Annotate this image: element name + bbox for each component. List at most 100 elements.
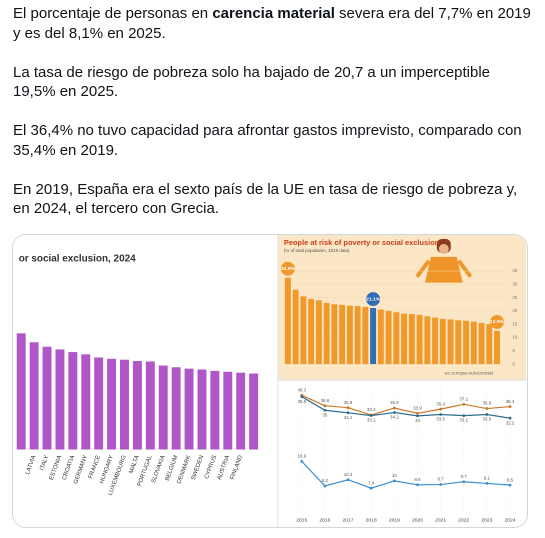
bar	[292, 289, 299, 365]
bar	[197, 369, 207, 450]
bar	[94, 357, 104, 450]
value-label: 32.5%	[281, 266, 296, 272]
chart-title: or social exclusion, 2024	[19, 253, 136, 264]
y-tick-label: 35	[512, 268, 517, 273]
point	[508, 416, 512, 420]
y-tick-label: 15	[512, 321, 517, 326]
point	[369, 486, 373, 490]
point	[369, 414, 373, 418]
illustration	[415, 238, 473, 283]
point	[323, 484, 327, 488]
bar	[158, 365, 168, 450]
x-tick-label: 2023	[481, 517, 492, 523]
value-label: 34.1	[344, 415, 353, 420]
media-card[interactable]: or social exclusion, 2024 People at risk…	[12, 234, 528, 528]
point	[508, 483, 512, 487]
point	[416, 414, 419, 418]
bar	[68, 352, 78, 450]
bar	[171, 367, 181, 450]
point	[392, 406, 396, 410]
point	[485, 407, 489, 410]
point	[416, 483, 419, 487]
point	[462, 480, 466, 484]
bar	[439, 318, 446, 365]
value-label: 9.7	[461, 474, 468, 479]
point	[392, 479, 396, 483]
bar	[370, 308, 377, 365]
value-label: 8.2	[322, 478, 329, 483]
bold-text: carencia material	[212, 5, 335, 22]
point	[416, 411, 419, 415]
value-label: 36.6	[321, 398, 330, 403]
value-label: 9.1	[484, 476, 491, 481]
point	[346, 478, 350, 482]
x-tick-label: 2020	[412, 517, 423, 523]
value-label: 33.5	[483, 417, 492, 422]
point	[439, 413, 443, 416]
value-label: 35	[322, 412, 327, 417]
label-badge	[280, 261, 295, 276]
x-tick-label: 2022	[458, 517, 469, 523]
x-tick-label: 2024	[505, 517, 516, 523]
bar	[393, 312, 400, 365]
bar	[184, 368, 194, 450]
y-tick-label: 0	[512, 361, 515, 366]
bar	[447, 319, 454, 365]
point	[346, 411, 350, 415]
value-label: 36.3	[506, 399, 515, 404]
x-tick-label: 2018	[366, 517, 377, 523]
bar	[120, 359, 129, 450]
x-tick-label: 2015	[296, 517, 307, 523]
value-label: 10.4	[344, 472, 353, 477]
bar	[16, 333, 26, 450]
value-label: 33	[415, 418, 420, 423]
bar	[470, 321, 477, 365]
chart-title: People at risk of poverty or social excl…	[284, 238, 440, 247]
bar	[107, 358, 117, 450]
bar	[132, 361, 142, 450]
bar	[300, 296, 307, 365]
bar	[81, 354, 91, 450]
line	[301, 394, 511, 416]
bar	[455, 320, 462, 365]
y-tick-label: 10	[512, 335, 517, 340]
value-label: 32.2	[506, 420, 515, 425]
point	[300, 459, 304, 463]
x-tick-label: 2019	[389, 517, 400, 523]
value-label: 33.1	[367, 418, 376, 423]
value-label: 10	[392, 473, 397, 478]
value-label: 35.8	[390, 400, 399, 405]
bar	[210, 370, 220, 450]
line	[301, 396, 511, 419]
value-label: 35.9	[344, 400, 353, 405]
bar	[416, 314, 423, 365]
text: severa era del 7,7% en 2019 y es del 8,1…	[13, 5, 531, 42]
bar	[284, 277, 291, 365]
y-tick-label: 30	[512, 282, 517, 287]
value-label: 33.3	[367, 407, 376, 412]
value-label: 12.5%	[490, 319, 505, 325]
value-label: 37.1	[459, 397, 468, 402]
y-tick-label: 5	[512, 348, 515, 353]
x-tick-label: 2016	[319, 517, 330, 523]
y-tick-label: 25	[512, 295, 517, 300]
point	[485, 482, 489, 485]
bar	[362, 306, 369, 365]
bar	[55, 349, 65, 450]
value-label: 39.8	[297, 399, 306, 404]
bar	[315, 300, 322, 365]
bar	[339, 304, 346, 365]
value-label: 8.5	[507, 477, 514, 482]
paragraph: La tasa de riesgo de pobreza solo ha baj…	[13, 63, 491, 101]
bar	[478, 322, 485, 365]
point	[300, 395, 304, 399]
value-label: 7.4	[368, 480, 375, 485]
x-tick-label: ITALY	[39, 455, 50, 472]
bar	[145, 361, 155, 450]
point	[508, 405, 512, 408]
point	[392, 411, 396, 414]
bar	[494, 330, 501, 365]
value-label: 8.7	[438, 477, 445, 482]
value-label: 33.5	[436, 417, 445, 422]
